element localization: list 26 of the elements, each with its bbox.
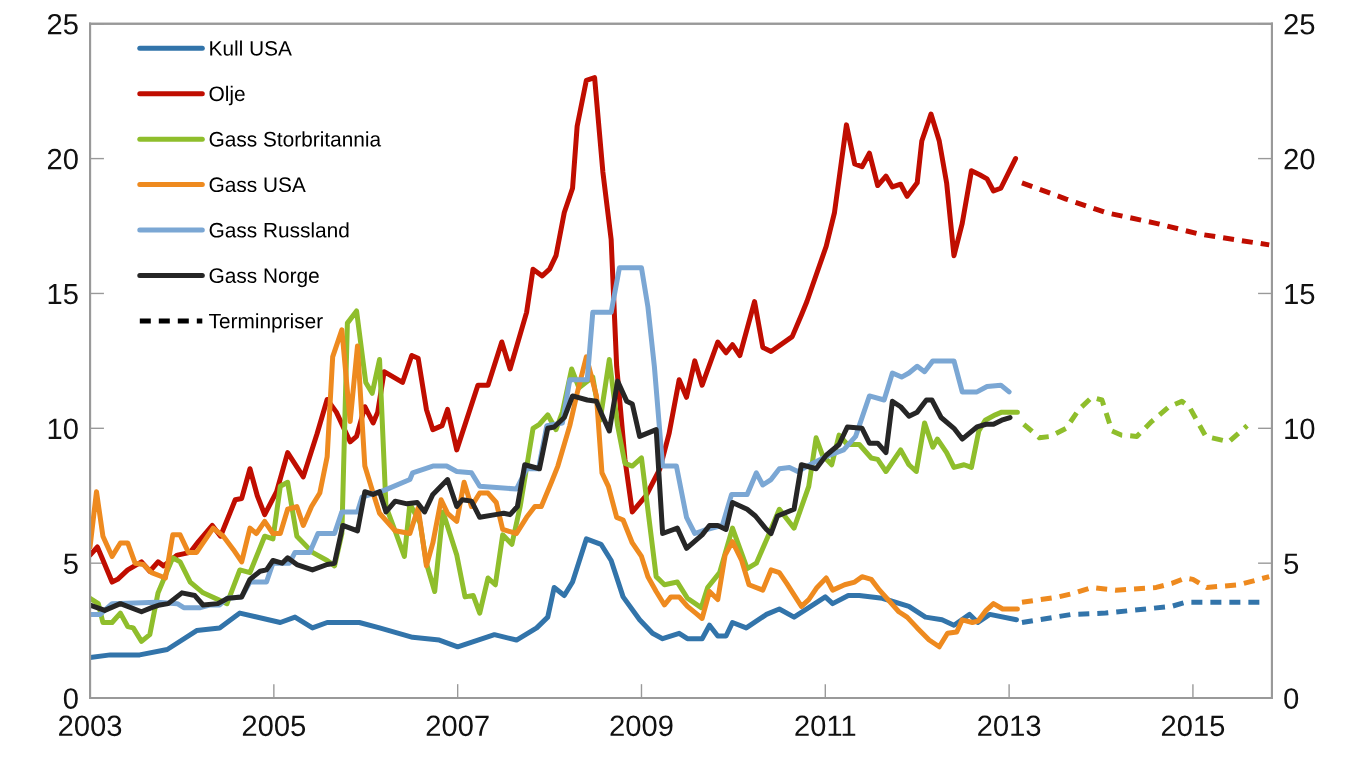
legend-label: Gass Russland <box>209 222 349 238</box>
x-tick-label: 2007 <box>426 715 489 737</box>
y-tick-label: 15 <box>48 283 78 305</box>
y2-tick-label: 0 <box>1284 688 1299 709</box>
x-tick-label: 2003 <box>59 715 122 737</box>
legend-label: Gass Storbritannia <box>209 131 382 147</box>
y-tick-label: 25 <box>47 13 78 35</box>
legend-label: Gass Norge <box>209 268 319 288</box>
x-tick-label: 2011 <box>795 715 856 737</box>
legend-label: Gass USA <box>209 177 306 193</box>
y2-tick-label: 20 <box>1284 148 1315 170</box>
y-tick-label: 5 <box>63 553 78 575</box>
x-tick-label: 2005 <box>242 715 306 737</box>
y2-tick-label: 15 <box>1285 283 1315 305</box>
y2-tick-label: 10 <box>1285 418 1315 440</box>
legend-label: Olje <box>209 85 245 106</box>
legend-label: Kull USA <box>210 40 292 56</box>
y-tick-label: 0 <box>63 688 78 709</box>
y-tick-label: 20 <box>47 148 78 170</box>
x-tick-label: 2013 <box>978 715 1041 737</box>
y-tick-label: 10 <box>48 418 78 440</box>
y2-tick-label: 25 <box>1284 13 1315 35</box>
legend-label: Terminpriser <box>209 313 323 333</box>
x-tick-label: 2009 <box>610 715 673 737</box>
y2-tick-label: 5 <box>1284 553 1299 575</box>
x-tick-label: 2015 <box>1161 715 1225 737</box>
